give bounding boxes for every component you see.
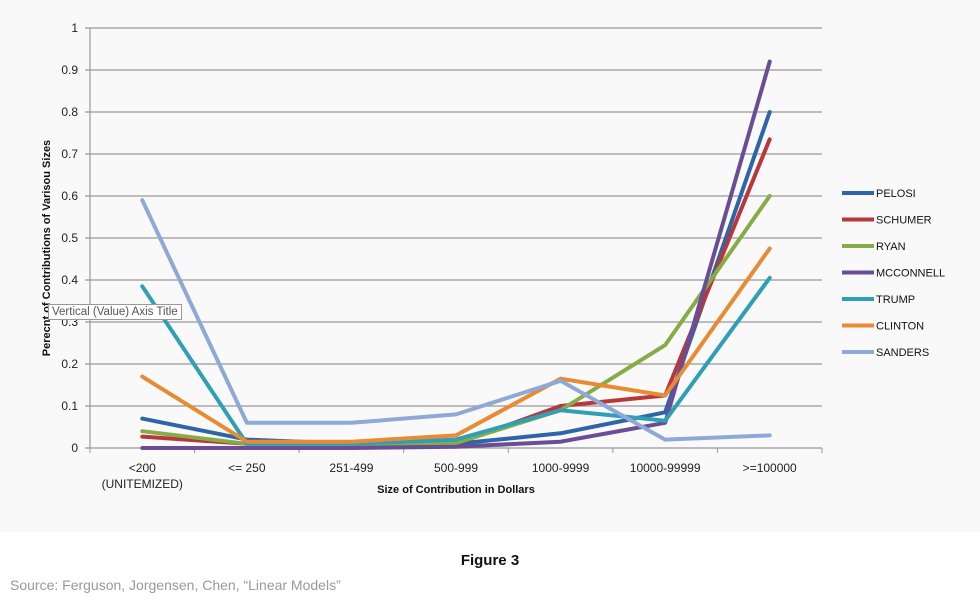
x-tick-label: <200 <box>129 461 156 475</box>
x-tick-label: 251-499 <box>329 461 373 475</box>
legend-label-schumer: SCHUMER <box>876 215 932 227</box>
y-axis-title: Perecnt of Contributions of Varisou Size… <box>41 140 53 356</box>
chart-area: 0 0.1 0.2 0.3 0.4 0.5 0.6 0.7 0.8 0.9 1 <200 (UNITEM… <box>41 21 946 496</box>
y-tick-label: 0.9 <box>61 63 78 77</box>
y-tick-label: 0.6 <box>61 189 78 203</box>
x-tick-label: 10000-99999 <box>630 461 701 475</box>
y-tick-label: 0.2 <box>61 357 78 371</box>
x-tick-label: (UNITEMIZED) <box>102 477 183 491</box>
series-line-clinton <box>140 246 772 444</box>
series-line-trump <box>140 275 772 446</box>
legend-label-trump: TRUMP <box>876 294 915 306</box>
axis-title-tooltip: Vertical (Value) Axis Title <box>48 304 182 320</box>
y-tick-label: 1 <box>71 21 78 35</box>
y-tick-label: 0.7 <box>61 147 78 161</box>
figure-label: Figure 3 <box>460 552 520 569</box>
x-tick-label: >=100000 <box>743 461 797 475</box>
series-line-pelosi <box>140 110 772 446</box>
line-chart: 00.10.20.30.40.50.60.70.80.91<200(UNITEM… <box>41 21 945 496</box>
y-tick-label: 0.5 <box>61 231 78 245</box>
legend-label-pelosi: PELOSI <box>876 188 916 200</box>
y-tick-label: 0.4 <box>61 273 78 287</box>
legend-label-clinton: CLINTON <box>876 321 924 333</box>
source-caption: Source: Ferguson, Jorgensen, Chen, “Line… <box>10 577 341 593</box>
series-line-sanders <box>140 198 772 442</box>
x-tick-label: 1000-9999 <box>532 461 590 475</box>
x-axis-title: Size of Contribution in Dollars <box>377 484 535 496</box>
y-tick-label: 0.8 <box>61 105 78 119</box>
legend-label-ryan: RYAN <box>876 241 906 253</box>
y-tick-label: 0.1 <box>61 399 78 413</box>
legend-label-mcconnell: MCCONNELL <box>876 268 945 280</box>
legend-label-sanders: SANDERS <box>876 347 929 359</box>
x-tick-label: 500-999 <box>434 461 478 475</box>
x-tick-label: <= 250 <box>228 461 266 475</box>
y-tick-label: 0 <box>71 441 78 455</box>
series-line-mcconnell <box>140 59 772 450</box>
